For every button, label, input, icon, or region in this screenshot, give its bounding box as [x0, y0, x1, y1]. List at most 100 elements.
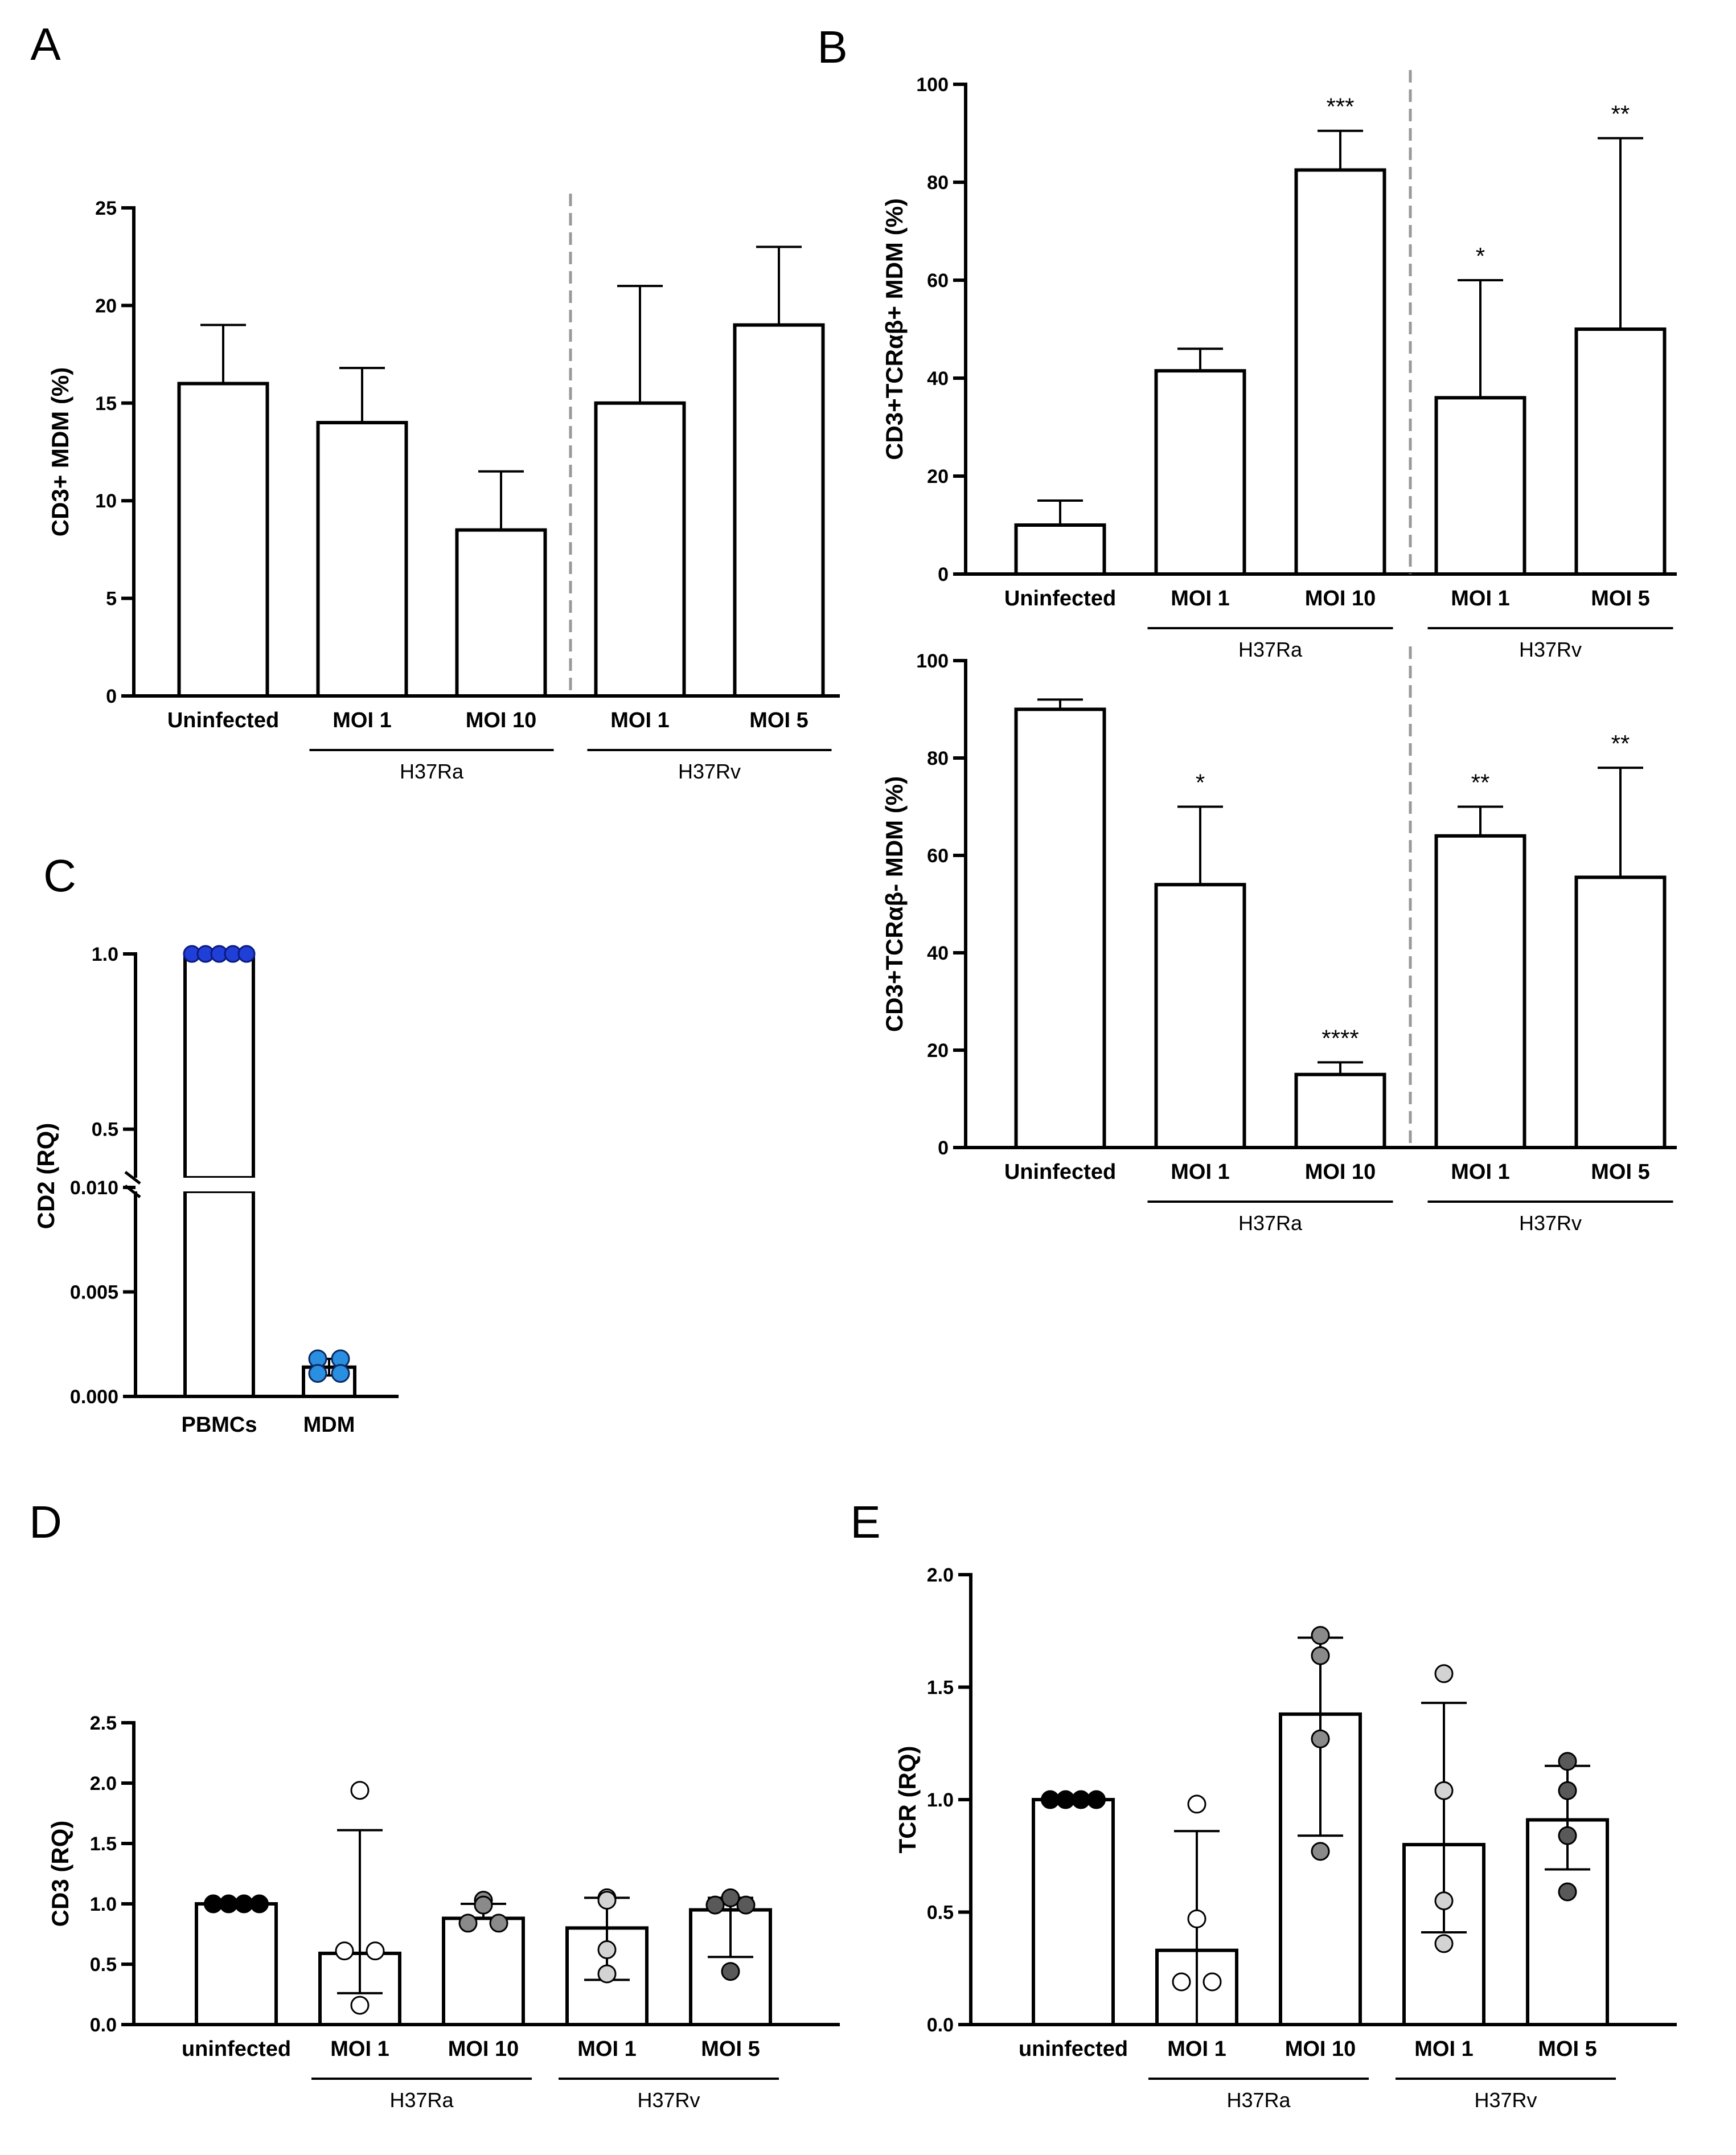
y-axis-label: TCR (RQ) — [894, 1746, 921, 1854]
axis-break-gap — [183, 1178, 256, 1191]
group-label: H37Rv — [1519, 1211, 1582, 1235]
bar — [1154, 883, 1246, 1150]
x-tick-label: MOI 5 — [1538, 2037, 1597, 2061]
x-tick-label: MOI 1 — [1167, 2037, 1226, 2061]
data-point — [1187, 1795, 1206, 1814]
significance-label: ** — [1471, 769, 1490, 796]
axis-break-mark — [124, 1171, 141, 1185]
group-label: H37Ra — [1238, 1211, 1303, 1235]
group-label: H37Rv — [637, 2088, 700, 2112]
data-point — [1558, 1826, 1577, 1845]
y-tick-label: 80 — [927, 748, 949, 769]
data-point — [366, 1941, 385, 1961]
y-tick-label: 0.5 — [927, 1902, 954, 1924]
y-tick-label: 20 — [927, 466, 949, 487]
bar — [442, 1916, 525, 2026]
bar — [455, 528, 547, 698]
x-tick-label: MDM — [303, 1413, 355, 1437]
y-tick-label: 2.0 — [90, 1773, 117, 1795]
y-axis-label: CD3+TCRαβ- MDM (%) — [881, 776, 908, 1032]
y-tick-label: 2.5 — [90, 1712, 117, 1734]
y-tick-label: 0.5 — [90, 1954, 117, 1976]
data-point — [1311, 1842, 1330, 1861]
x-tick-label: MOI 1 — [577, 2037, 636, 2061]
panel-label: A — [30, 19, 61, 69]
data-point — [237, 945, 256, 963]
x-tick-label: MOI 5 — [1591, 587, 1649, 611]
data-point — [1434, 1891, 1454, 1911]
x-tick-label: MOI 1 — [1451, 1160, 1509, 1184]
data-point — [1434, 1781, 1454, 1800]
y-tick-label: 0.000 — [70, 1386, 118, 1408]
x-tick-label: MOI 10 — [1305, 1160, 1376, 1184]
group-label: H37Rv — [1519, 638, 1582, 661]
y-tick-label: 100 — [916, 74, 949, 96]
bar — [1434, 396, 1526, 576]
y-tick-label: 1.0 — [90, 1894, 117, 1915]
data-point — [250, 1894, 269, 1914]
x-tick-label: Uninfected — [1004, 587, 1116, 611]
group-label: H37Ra — [400, 760, 464, 783]
bar — [1574, 875, 1667, 1149]
x-tick-label: MOI 5 — [749, 708, 808, 732]
x-tick-label: MOI 1 — [610, 708, 669, 732]
x-tick-label: MOI 5 — [1591, 1160, 1649, 1184]
data-point — [335, 1941, 354, 1961]
y-tick-label: 0.5 — [92, 1119, 118, 1141]
group-label: H37Rv — [678, 760, 741, 783]
data-point — [705, 1895, 725, 1915]
panelB_top: B CD3+TCRαβ+ MDM (%) 0 20 40 60 80 100 Uninfecte… — [817, 22, 1677, 661]
x-tick-label: MOI 5 — [701, 2037, 760, 2061]
data-point — [1434, 1934, 1454, 1953]
bar — [177, 382, 269, 698]
y-tick-label: 1.0 — [927, 1789, 954, 1811]
data-point — [1558, 1781, 1577, 1800]
bar — [594, 401, 686, 698]
data-point — [308, 1364, 327, 1383]
y-tick-label: 0.005 — [70, 1282, 118, 1304]
panelB_bottom: CD3+TCRαβ- MDM (%) 0 20 40 60 80 100 Uninfected… — [881, 646, 1677, 1235]
panel-label: B — [817, 22, 847, 72]
x-tick-label: MOI 1 — [330, 2037, 389, 2061]
data-point — [1558, 1752, 1577, 1771]
group-label: H37Ra — [1226, 2088, 1291, 2112]
data-point — [489, 1914, 508, 1933]
y-tick-label: 20 — [927, 1040, 949, 1062]
x-tick-label: Uninfected — [1004, 1160, 1116, 1184]
y-tick-label: 25 — [95, 198, 117, 219]
y-axis-label: CD3+ MDM (%) — [47, 367, 73, 537]
y-tick-label: 0.010 — [70, 1177, 118, 1199]
x-tick-label: MOI 10 — [448, 2037, 519, 2061]
y-tick-label: 0 — [938, 1137, 949, 1159]
panelE: E TCR (RQ) 0.0 0.5 1.0 1.5 2.0 uninfected MOI 1 M… — [850, 1497, 1677, 2112]
group-label: H37Ra — [389, 2088, 454, 2112]
panel-label: C — [43, 850, 76, 901]
panel-label: E — [850, 1497, 880, 1547]
y-tick-label: 10 — [95, 490, 117, 512]
y-tick-label: 2.0 — [927, 1564, 954, 1586]
data-point — [721, 1962, 740, 1981]
data-point — [1311, 1626, 1330, 1645]
y-tick-label: 100 — [916, 650, 949, 672]
x-tick-label: MOI 1 — [333, 708, 391, 732]
data-point — [1434, 1664, 1454, 1683]
y-tick-label: 0 — [938, 564, 949, 585]
y-tick-label: 60 — [927, 270, 949, 292]
significance-label: *** — [1326, 93, 1354, 120]
y-tick-label: 40 — [927, 368, 949, 390]
significance-label: ** — [1611, 101, 1630, 128]
x-tick-label: PBMCs — [181, 1413, 257, 1437]
data-point — [1172, 1972, 1191, 1992]
bar — [183, 952, 255, 1179]
group-label: H37Rv — [1474, 2088, 1537, 2112]
y-axis-label: CD3+TCRαβ+ MDM (%) — [881, 198, 908, 460]
x-tick-label: MOI 10 — [466, 708, 537, 732]
y-axis-label: CD3 (RQ) — [47, 1821, 73, 1927]
x-tick-label: MOI 1 — [1451, 587, 1509, 611]
data-point — [1558, 1882, 1577, 1902]
data-point — [1311, 1729, 1330, 1748]
y-tick-label: 80 — [927, 172, 949, 194]
x-tick-label: Uninfected — [167, 708, 279, 732]
y-axis-label: CD2 (RQ) — [32, 1123, 59, 1230]
